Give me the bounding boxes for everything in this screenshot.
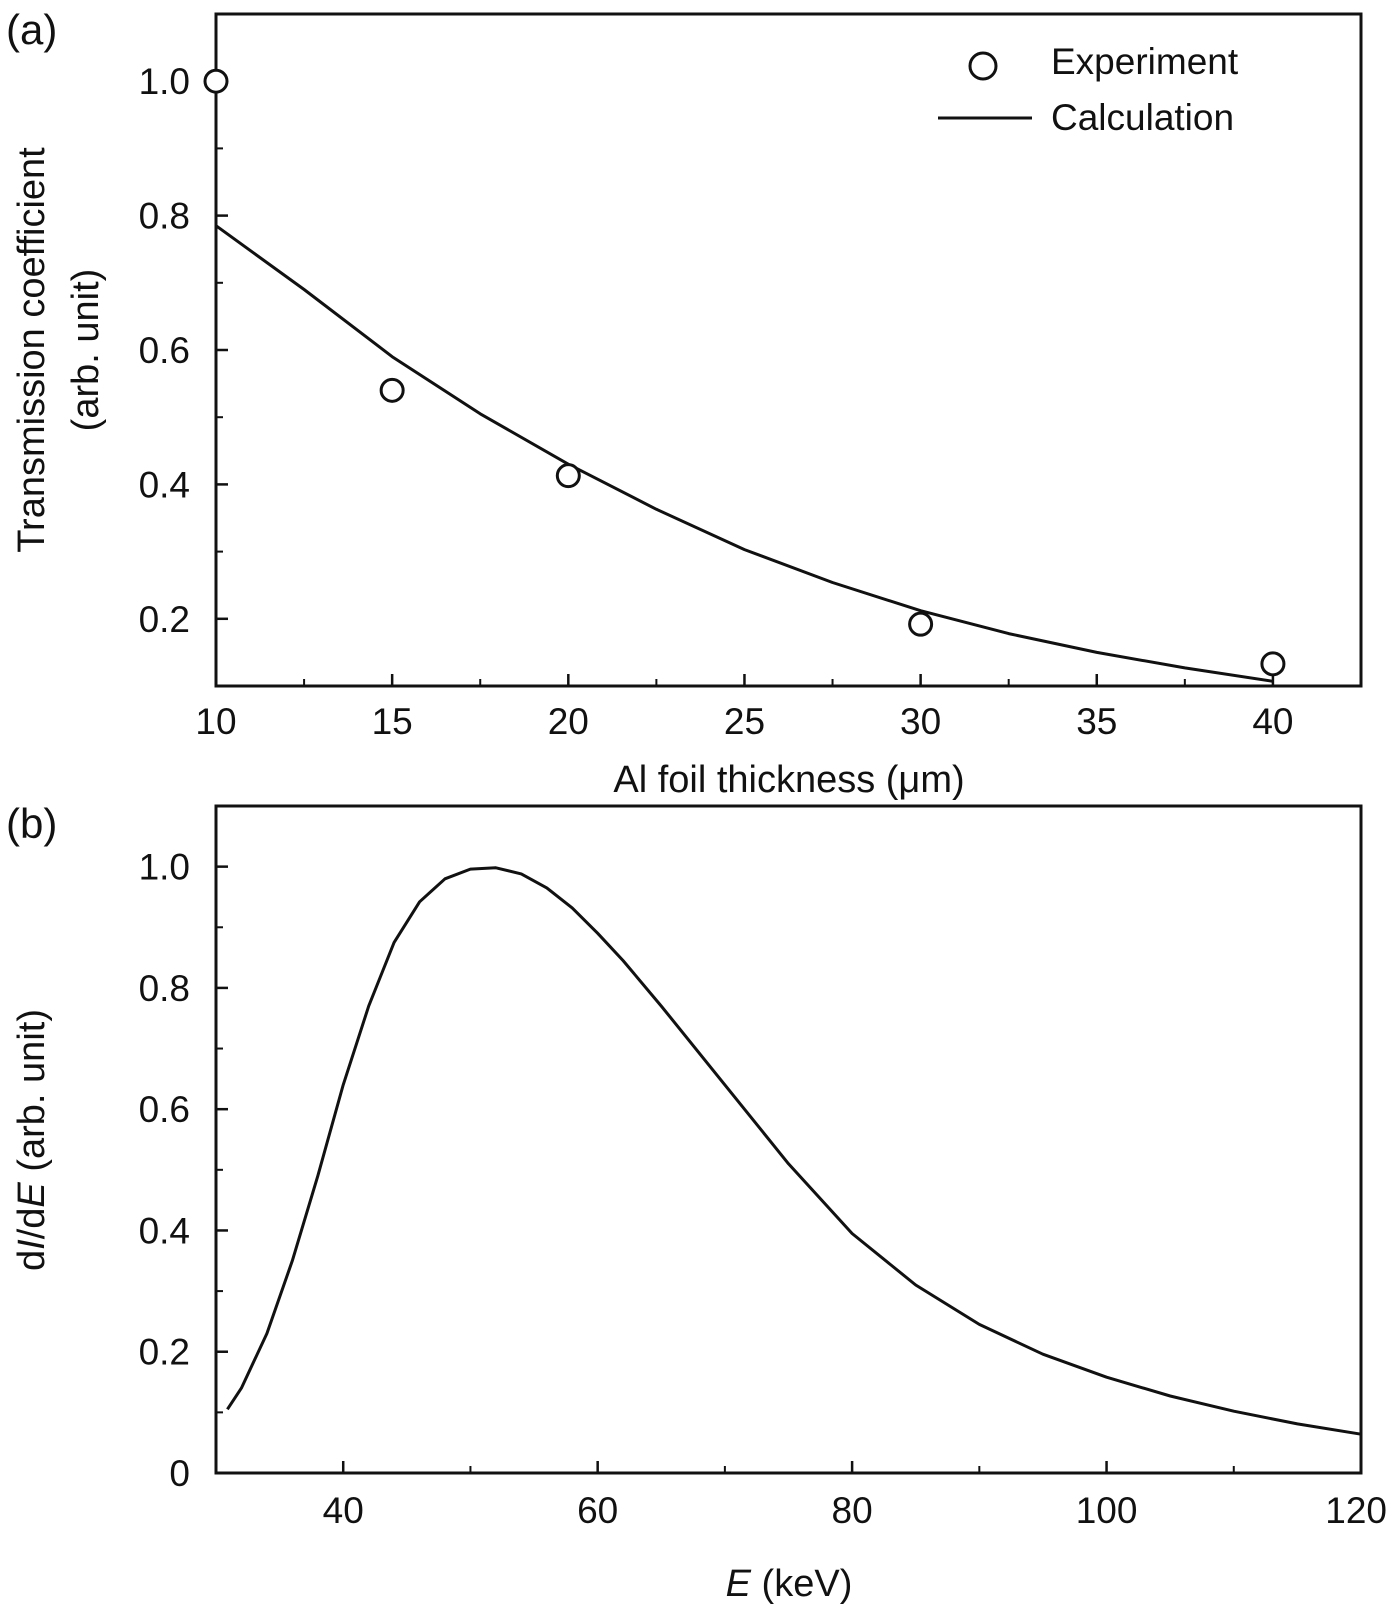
panel-b-spectrum: (b) 40 60 80 100 120 0 0.2 0.4 0.6 0.8 1.0 E (keV)… (6, 800, 1387, 1605)
experiment-point (379, 377, 405, 403)
panel-b-x-axis-title: E (keV) (726, 1563, 853, 1605)
panel-a-y-tick-label: 1.0 (139, 61, 190, 102)
spectrum-line (226, 866, 1362, 1436)
panel-a-x-tick-label: 40 (1252, 701, 1293, 742)
panel-b-x-tick-label: 60 (577, 1490, 618, 1531)
panel-b-y-axis-title: dI/dE (arb. unit) (11, 1009, 53, 1271)
panel-b-y-tick-label: 0.8 (139, 968, 190, 1009)
legend-experiment-label: Experiment (1051, 41, 1239, 82)
experiment-point (1260, 651, 1286, 677)
panel-a-x-tick-label: 15 (372, 701, 413, 742)
calculation-line (215, 224, 1274, 683)
panel-a-legend: Experiment Calculation (938, 41, 1239, 138)
panel-b-y-tick-label: 1.0 (139, 847, 190, 888)
panel-a-label: (a) (6, 6, 57, 53)
panel-b-y-tick-label: 0.2 (139, 1332, 190, 1373)
panel-b-label: (b) (6, 800, 57, 847)
panel-a-x-tick-label: 30 (900, 701, 941, 742)
panel-a-x-axis-title: Al foil thickness (μm) (613, 759, 964, 801)
experiment-point (555, 463, 581, 489)
panel-a-x-tick-label: 25 (724, 701, 765, 742)
panel-b-x-tick-label: 40 (323, 1490, 364, 1531)
panel-a-ticks: 10 15 20 25 30 35 40 0.2 0.4 0.6 0.8 1.0 (139, 61, 1294, 742)
panel-a-x-tick-label: 35 (1076, 701, 1117, 742)
panel-b-y-tick-label: 0.6 (139, 1089, 190, 1130)
panel-b-ticks: 40 60 80 100 120 0 0.2 0.4 0.6 0.8 1.0 (139, 847, 1387, 1531)
panel-b-spectrum-curve (226, 866, 1362, 1436)
panel-a-y-tick-label: 0.2 (139, 599, 190, 640)
panel-b-x-tick-label: 100 (1076, 1490, 1138, 1531)
panel-a-y-axis-title-line1: Transmission coefficient (11, 147, 53, 553)
panel-b-x-tick-label: 120 (1325, 1490, 1387, 1531)
panel-a-y-tick-label: 0.8 (139, 196, 190, 237)
panel-b-frame (214, 804, 1363, 1475)
panel-b-x-tick-label: 80 (832, 1490, 873, 1531)
panel-a-y-tick-label: 0.6 (139, 330, 190, 371)
panel-a-x-tick-label: 20 (548, 701, 589, 742)
experiment-point (203, 68, 229, 94)
panel-a-experiment-points (203, 68, 1286, 677)
panel-b-y-tick-label: 0 (169, 1453, 190, 1494)
legend-calculation-label: Calculation (1051, 97, 1234, 138)
panel-a-calculation-curve (215, 224, 1274, 683)
experiment-point (908, 611, 934, 637)
panel-b-y-tick-label: 0.4 (139, 1210, 190, 1251)
panel-a-y-tick-label: 0.4 (139, 464, 190, 505)
panel-a-y-axis-title-line2: (arb. unit) (65, 269, 107, 432)
panel-a-transmission: (a) 10 15 20 25 30 35 40 0.2 0.4 0.6 0.8 1.0 Experi… (6, 6, 1363, 801)
legend-experiment-marker (968, 51, 998, 81)
panel-a-x-tick-label: 10 (195, 701, 236, 742)
